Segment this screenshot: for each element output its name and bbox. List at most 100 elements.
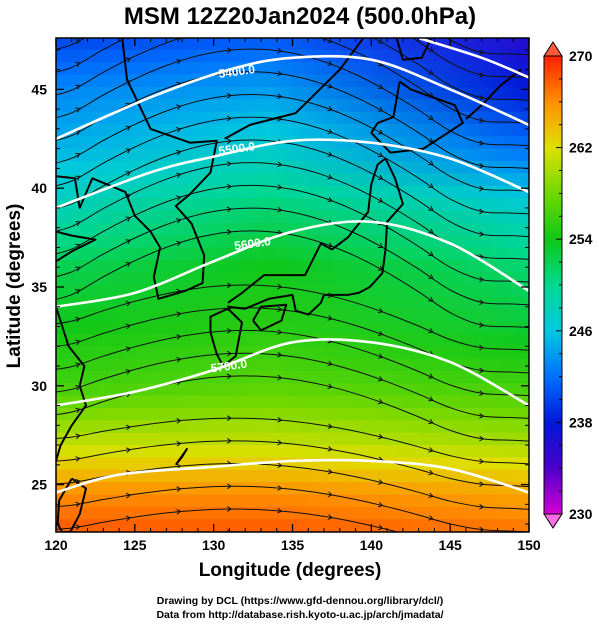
streamline: [56, 93, 529, 192]
wind-arrow: [479, 49, 485, 56]
wind-arrow: [479, 367, 485, 374]
contour-label: 5400.0: [218, 62, 257, 81]
wind-arrow: [226, 92, 232, 99]
streamline: [56, 207, 529, 306]
wind-arrow: [176, 195, 182, 201]
wind-arrow: [277, 93, 283, 99]
wind-arrow: [75, 107, 81, 113]
temperature-band: [56, 99, 529, 113]
wind-arrow: [75, 339, 81, 346]
wind-arrow: [327, 174, 333, 180]
wind-arrow: [75, 289, 81, 295]
streamline: [56, 440, 529, 488]
wind-arrow: [377, 197, 384, 203]
wind-arrow: [479, 481, 485, 487]
wind-arrow: [75, 84, 81, 90]
colorbar-max-arrow: [543, 41, 563, 57]
y-tick-label: 30: [31, 378, 47, 394]
streamline: [56, 329, 529, 397]
wind-arrow: [479, 550, 483, 555]
colorbar: 230 238 246 254 262 270: [543, 41, 593, 529]
wind-arrow: [125, 447, 132, 453]
temperature-band: [56, 296, 529, 311]
temperature-band: [56, 408, 529, 422]
wind-arrow: [226, 70, 232, 76]
wind-arrow: [327, 315, 333, 321]
wind-arrow: [277, 329, 283, 335]
wind-arrow: [226, 328, 232, 334]
coastline-kuril: [465, 68, 522, 120]
wind-arrow: [125, 216, 131, 222]
temperature-band: [56, 445, 529, 459]
plot-content: 5400.0 5500.0 5600.0 5700.0: [56, 38, 529, 566]
wind-arrow: [328, 537, 332, 542]
temperature-band: [56, 494, 529, 508]
wind-arrow: [377, 330, 384, 336]
wind-arrow: [176, 334, 182, 340]
coastline-primorye: [224, 38, 365, 140]
colorbar-min-arrow: [543, 513, 563, 529]
streamline: [56, 38, 529, 79]
wind-arrow: [327, 514, 333, 520]
wind-arrow: [125, 323, 132, 330]
wind-arrow: [125, 300, 132, 307]
wind-arrow: [176, 59, 182, 65]
y-axis-label: Latitude (degrees): [4, 204, 25, 369]
streamline: [56, 48, 529, 147]
coastline-honshu-east: [227, 158, 404, 316]
wind-arrow: [428, 69, 434, 75]
wind-arrow: [226, 373, 232, 380]
wind-arrow: [176, 104, 182, 110]
wind-arrow: [176, 418, 182, 424]
wind-arrow: [125, 492, 132, 499]
wind-arrow: [377, 106, 384, 112]
wind-arrow: [226, 438, 232, 444]
wind-arrow: [226, 183, 232, 190]
temperature-band: [56, 235, 529, 249]
wind-arrow: [226, 350, 232, 357]
temperature-band: [56, 370, 529, 385]
wind-arrow: [176, 127, 182, 133]
wind-arrow: [277, 47, 283, 54]
wind-arrow: [377, 376, 384, 382]
wind-arrow: [327, 196, 333, 203]
streamline: [445, 38, 529, 56]
wind-arrow: [377, 243, 384, 248]
height-contour: [418, 38, 529, 79]
wind-arrow: [277, 70, 283, 77]
temperature-band: [56, 420, 529, 434]
temperature-band: [56, 198, 529, 212]
temperature-band: [56, 333, 529, 348]
height-contour: [56, 54, 529, 140]
wind-arrow: [277, 417, 283, 423]
temperature-band: [56, 210, 529, 224]
x-axis: 120 125 130 135 140 145 150: [44, 38, 541, 553]
wind-arrow: [377, 152, 384, 158]
wind-arrow: [377, 353, 384, 359]
wind-arrow: [377, 307, 384, 314]
wind-arrow: [75, 456, 81, 462]
wind-arrow: [479, 299, 485, 306]
wind-arrow: [125, 346, 132, 352]
wind-arrow: [428, 469, 434, 476]
colorbar-tick-label: 270: [569, 48, 593, 64]
credit-line-data: Data from http://database.rish.kyoto-u.a…: [156, 609, 443, 621]
coastline-sakhalin: [395, 38, 433, 61]
coastlines: [56, 38, 522, 532]
wind-arrow: [125, 148, 131, 154]
wind-arrow: [75, 433, 81, 440]
wind-arrow: [277, 184, 283, 190]
wind-arrow: [479, 344, 485, 351]
wind-arrow: [226, 138, 232, 144]
wind-arrow: [377, 129, 384, 135]
wind-arrow: [429, 561, 433, 566]
wind-arrow: [75, 62, 81, 68]
wind-arrow: [176, 172, 182, 179]
wind-arrow: [226, 229, 232, 235]
wind-arrow: [176, 149, 182, 156]
wind-arrow: [327, 83, 333, 89]
wind-arrow: [75, 221, 81, 227]
wind-arrow: [277, 283, 283, 290]
temperature-band: [56, 432, 529, 447]
